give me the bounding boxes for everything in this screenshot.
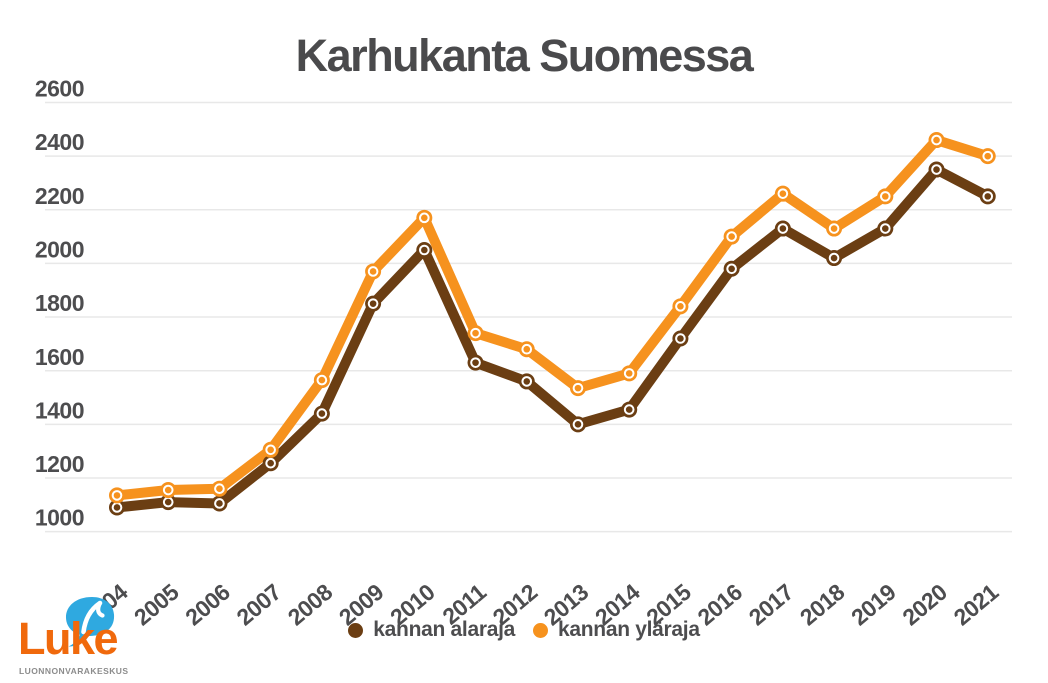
y-tick-label: 1600 [35, 344, 84, 370]
luke-leaf-icon [65, 597, 115, 647]
legend-dot-ylaraja [533, 622, 548, 638]
y-tick-label: 2400 [35, 129, 84, 155]
legend-item-ylaraja: kannan yläraja [533, 618, 700, 642]
y-tick-label: 1000 [35, 505, 84, 531]
luke-logo: Luke LUONNONVARAKESKUS [18, 596, 158, 680]
y-tick-label: 1200 [35, 451, 84, 477]
y-tick-label: 2600 [35, 76, 84, 102]
legend-dot-alaraja [348, 622, 364, 638]
legend-item-alaraja: kannan alaraja [348, 618, 515, 642]
luke-wordmark: Luke [18, 613, 119, 664]
series-line-kannan-alaraja [112, 164, 993, 513]
series-markers-kannan-yläraja [109, 132, 996, 504]
series-line-kannan-yläraja [112, 135, 993, 501]
y-axis-labels: 1000 1200 1400 1600 1800 2000 2200 2400 2600 [35, 76, 85, 531]
gridlines [45, 101, 1012, 533]
luke-subtitle: LUONNONVARAKESKUS [19, 666, 129, 676]
legend-label-alaraja: kannan alaraja [373, 618, 515, 641]
series-markers-kannan-alaraja [109, 161, 996, 516]
chart-legend: kannan alaraja kannan yläraja [0, 618, 1048, 642]
y-tick-label: 2000 [35, 236, 84, 262]
y-tick-label: 1800 [35, 290, 84, 316]
chart-title: Karhukanta Suomessa [295, 30, 754, 81]
legend-label-ylaraja: kannan yläraja [558, 618, 700, 641]
y-tick-label: 1400 [35, 397, 84, 423]
y-tick-label: 2200 [35, 183, 84, 209]
